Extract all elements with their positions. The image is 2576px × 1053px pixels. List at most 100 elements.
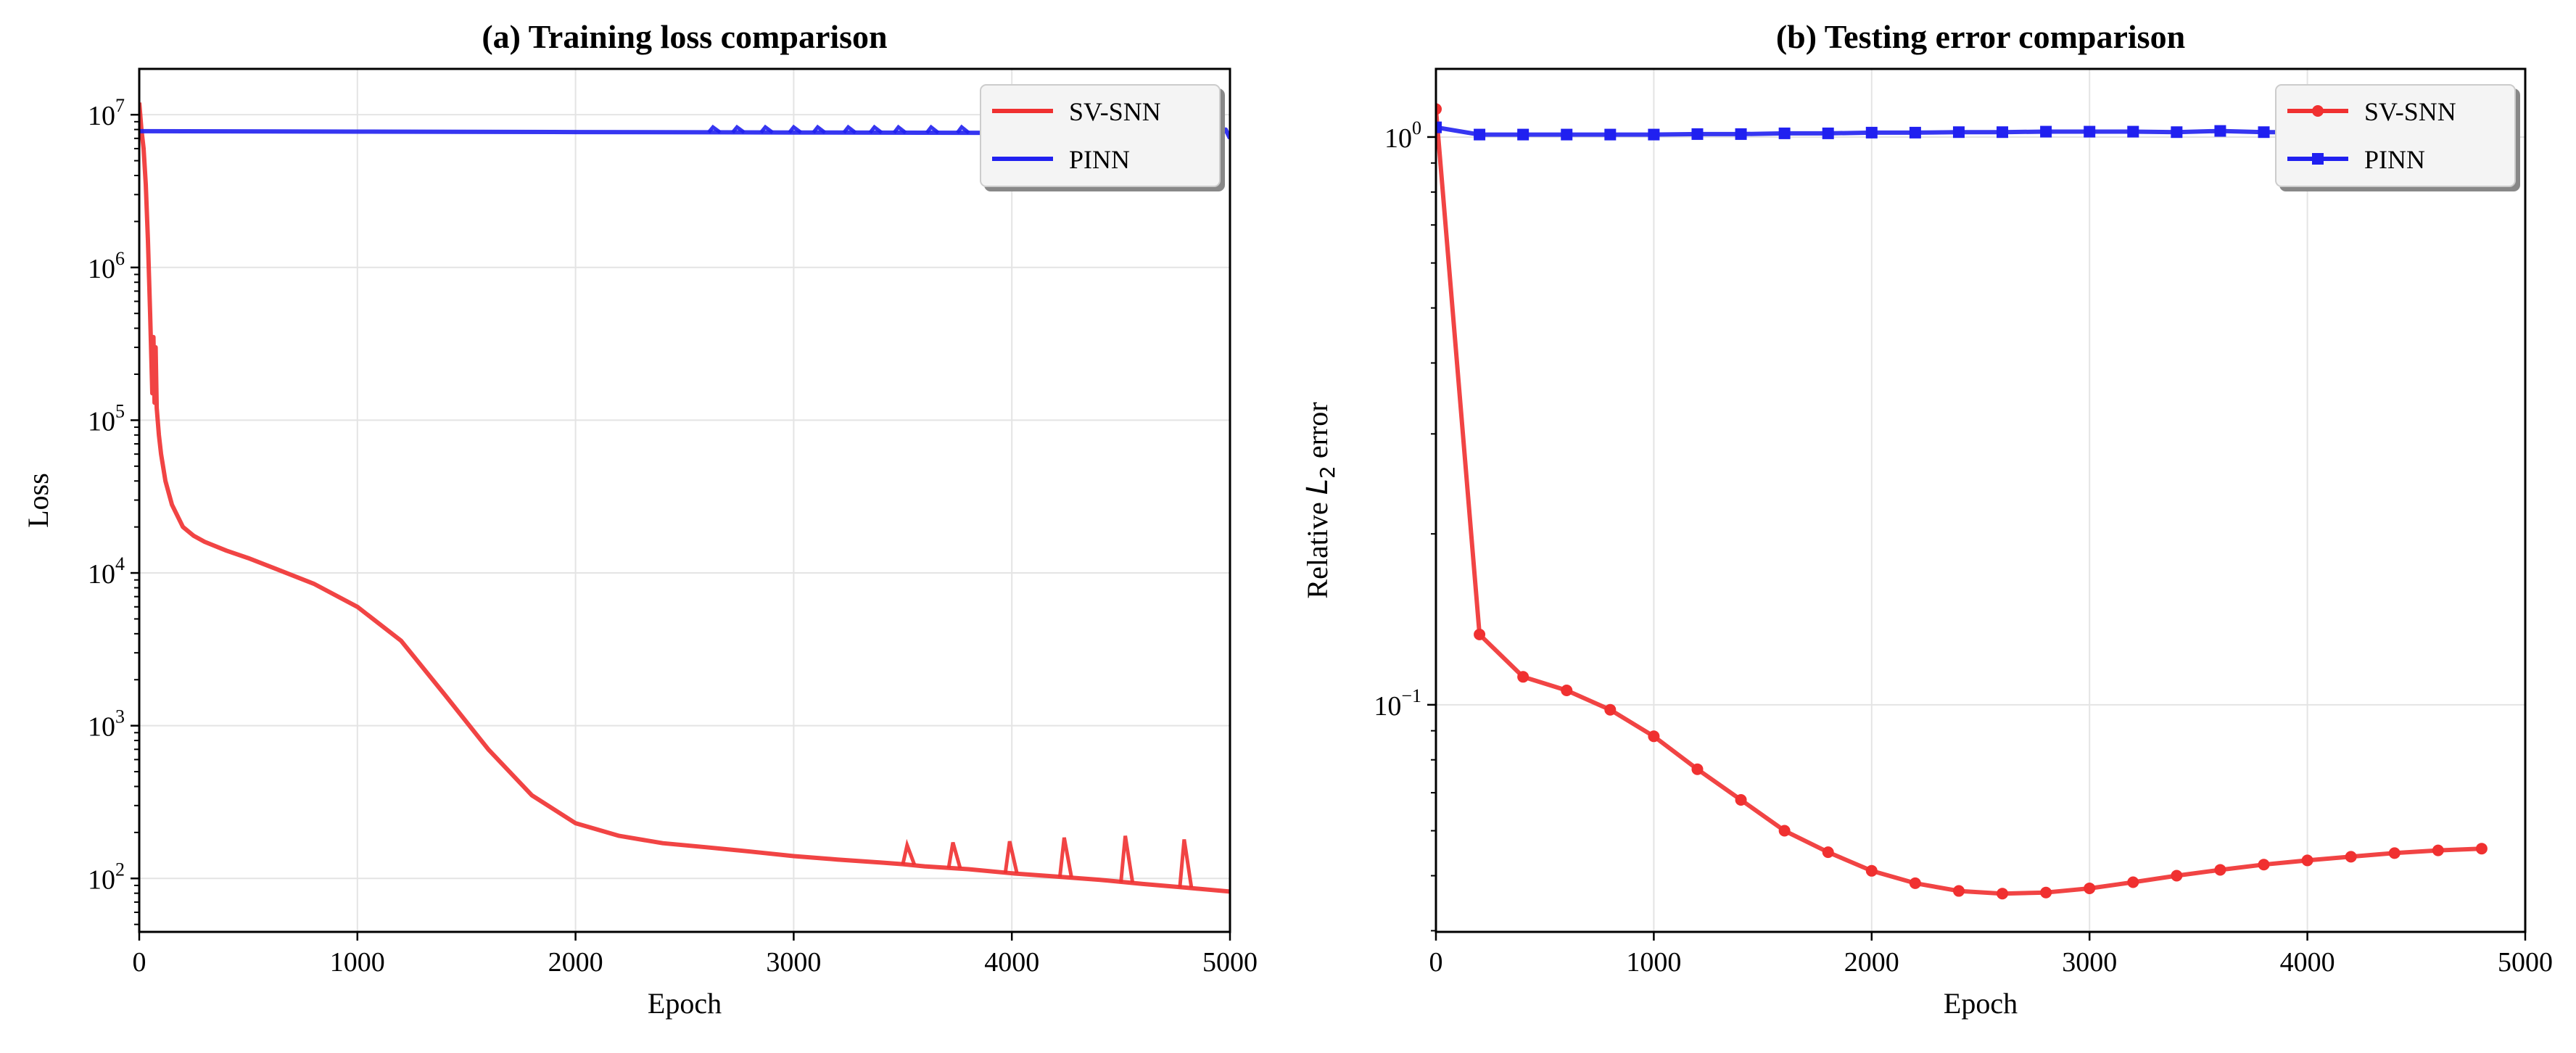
x-axis: 0 1000 2000 3000 4000 5000 [133, 932, 1258, 978]
series-spike [946, 841, 962, 869]
x-tick-label: 0 [133, 947, 146, 978]
data-point [1691, 763, 1704, 775]
series-spike [1057, 837, 1073, 878]
panel-testing-error: 0 1000 2000 3000 4000 5000 10−1 100 (b) Testing … [1301, 18, 2553, 1020]
data-point [1648, 730, 1660, 743]
x-tick-label: 4000 [984, 947, 1039, 978]
grid [1435, 69, 2526, 932]
x-tick-label: 2000 [1844, 947, 1899, 978]
y-axis-label: Relative L2 error [1301, 402, 1339, 598]
axes-frame [1434, 67, 2527, 933]
x-tick-label: 3000 [766, 947, 821, 978]
data-point [1474, 628, 1486, 640]
data-point [1517, 671, 1530, 683]
series-spike [788, 124, 802, 134]
x-axis-label: Epoch [1944, 987, 2018, 1020]
data-point [2084, 125, 2096, 138]
data-point [1436, 121, 1442, 133]
legend: SV-SNN PINN [2275, 84, 2516, 187]
data-point [1436, 103, 1442, 115]
y-axis-label: Loss [22, 473, 54, 528]
data-point [2040, 886, 2052, 899]
data-point [1865, 864, 1878, 877]
series-line [139, 102, 1230, 894]
series-spike [868, 124, 883, 134]
data-point [1474, 128, 1486, 141]
data-point [1648, 128, 1660, 141]
legend-label: SV-SNN [1069, 97, 1161, 126]
data-point [1909, 877, 1921, 889]
series-spike [892, 124, 907, 134]
data-point [1735, 128, 1747, 140]
series-spike [759, 124, 774, 134]
data-point [1691, 128, 1704, 140]
data-point [2388, 847, 2400, 859]
x-tick-label: 1000 [330, 947, 385, 978]
x-tick-label: 3000 [2062, 947, 2117, 978]
series-spike [901, 838, 917, 866]
legend-marker [2312, 153, 2324, 165]
data-point [1822, 846, 1834, 859]
data-point [1952, 126, 1965, 139]
axes-frame [138, 67, 1231, 933]
data-point [2214, 864, 2226, 876]
x-tick-label: 2000 [548, 947, 603, 978]
chart-title: (b) Testing error comparison [1776, 18, 2185, 55]
series-spike [1003, 841, 1019, 874]
y-axis: 10−1 100 [1374, 117, 1436, 722]
y-tick-label: 102 [88, 859, 125, 895]
panel-training-loss: 0 1000 2000 3000 4000 5000 102 103 104 105 106 107 (… [22, 18, 1258, 1020]
data-point [1997, 888, 2009, 900]
y-axis: 102 103 104 105 106 107 [88, 95, 139, 895]
series-spike [842, 124, 857, 134]
data-point [1909, 126, 1921, 139]
y-tick-label: 100 [1384, 117, 1421, 154]
legend-label: SV-SNN [2364, 97, 2456, 126]
x-tick-label: 5000 [1202, 947, 1258, 978]
data-point [2040, 125, 2052, 138]
x-tick-label: 1000 [1626, 947, 1681, 978]
data-point [1517, 128, 1530, 141]
series-spike [1178, 839, 1194, 888]
legend: SV-SNN PINN [980, 84, 1221, 187]
data-point [2171, 870, 2183, 882]
data-point [2432, 844, 2444, 856]
x-axis: 0 1000 2000 3000 4000 5000 [1429, 932, 2553, 978]
y-tick-label: 10−1 [1374, 685, 1421, 722]
data-point [2258, 859, 2270, 871]
legend-label: PINN [2364, 145, 2425, 174]
y-tick-label: 106 [88, 248, 125, 284]
series-spike [812, 124, 826, 134]
data-point [1604, 128, 1617, 141]
y-tick-label: 105 [88, 400, 125, 437]
data-point [1952, 885, 1965, 897]
data-point [1735, 793, 1747, 806]
x-axis-label: Epoch [648, 987, 722, 1020]
data-point [1822, 127, 1834, 139]
series-spike [1119, 835, 1135, 883]
series-spike [925, 124, 940, 135]
series-sv-snn [1436, 103, 2488, 900]
y-tick-label: 103 [88, 706, 125, 743]
x-tick-label: 0 [1429, 947, 1443, 978]
data-point [1778, 825, 1791, 837]
series-spike [731, 124, 746, 134]
data-point [2258, 126, 2270, 139]
data-point [2127, 125, 2139, 138]
x-tick-label: 5000 [2498, 947, 2553, 978]
data-point [1865, 126, 1878, 139]
series-line [1436, 109, 2482, 896]
series-spike [707, 124, 722, 134]
y-tick-label: 107 [88, 95, 125, 131]
y-tick-label: 104 [88, 553, 125, 590]
x-tick-label: 4000 [2280, 947, 2335, 978]
grid [139, 69, 1231, 932]
data-point [1604, 703, 1617, 716]
legend-label: PINN [1069, 145, 1130, 174]
data-point [1561, 685, 1573, 697]
data-point [1561, 128, 1573, 141]
legend-marker [2312, 105, 2324, 117]
data-point [2345, 851, 2357, 863]
data-point [1778, 127, 1791, 139]
